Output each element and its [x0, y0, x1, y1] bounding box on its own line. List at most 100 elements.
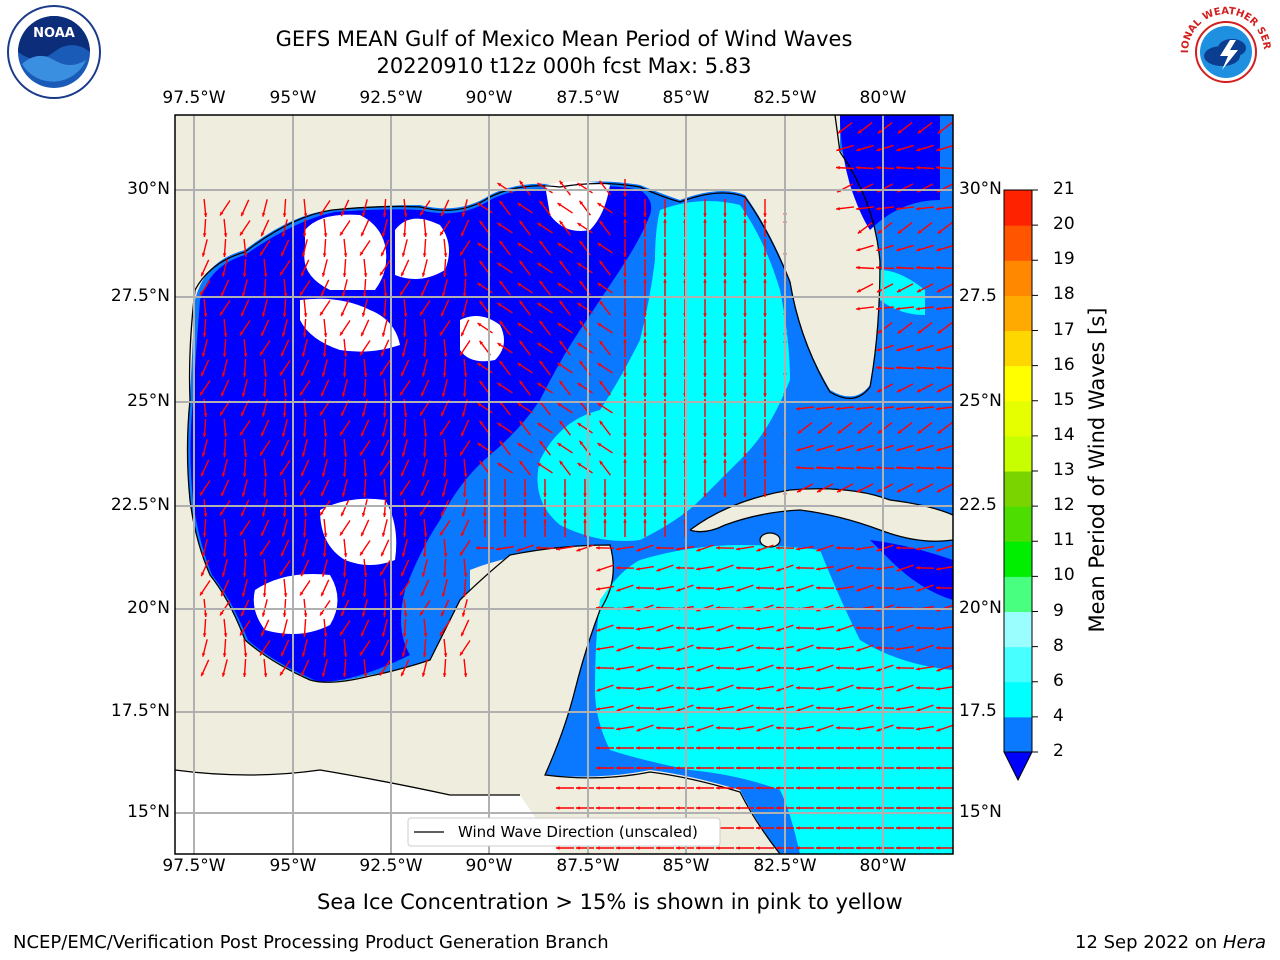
wind-arrow-head: [856, 465, 860, 470]
lat-label-right: 20°N: [959, 598, 1002, 618]
colorbar-tick-label: 11: [1053, 530, 1075, 551]
wind-arrow-head: [763, 273, 767, 277]
wind-arrow-head: [896, 165, 900, 170]
gridlines: [175, 115, 953, 854]
colorbar-segment: [1004, 506, 1032, 542]
wind-arrow-head: [817, 429, 822, 434]
wind-arrow-head: [240, 531, 244, 536]
wind-arrow-head: [499, 320, 504, 325]
wind-arrow-head: [763, 493, 767, 497]
wind-arrow-head: [856, 686, 860, 690]
wind-arrow-head: [201, 252, 206, 257]
wind-arrow-head: [643, 339, 647, 343]
wind-arrow-head: [243, 553, 248, 557]
wind-arrow-head: [616, 727, 620, 731]
wind-arrow-head: [462, 293, 467, 297]
lon-label-bottom: 90°W: [465, 856, 513, 876]
wind-arrow-head: [856, 247, 861, 252]
wind-arrow-head: [322, 253, 327, 257]
wind-arrow-head: [836, 587, 840, 591]
colorbar-tick-label: 20: [1053, 214, 1075, 235]
wind-arrow-head: [559, 220, 564, 225]
wind-arrow-head: [223, 333, 228, 337]
wind-arrow-head: [936, 806, 940, 810]
wind-arrow-head: [723, 339, 727, 343]
wind-arrow-head: [421, 672, 426, 677]
wind-arrow-head: [876, 846, 880, 850]
wind-arrow-head: [663, 313, 667, 317]
wind-arrow-head: [663, 279, 667, 283]
wind-arrow-head: [663, 459, 667, 463]
wind-arrow-head: [423, 433, 428, 437]
wind-arrow-head: [816, 668, 821, 672]
wind-arrow-head: [696, 627, 700, 631]
wind-arrow-head: [743, 493, 747, 497]
wind-arrow-head: [383, 493, 388, 497]
wind-arrow-head: [301, 652, 306, 657]
wind-arrow-head: [222, 653, 227, 657]
wind-arrow-head: [343, 353, 348, 357]
wind-arrow-head: [597, 323, 602, 327]
wind-arrow-head: [283, 393, 288, 397]
wind-arrow-head: [836, 746, 840, 750]
wind-arrow-head: [201, 652, 206, 657]
wind-arrow-head: [756, 786, 760, 790]
wind-arrow-head: [222, 453, 227, 457]
wind-arrow-head: [936, 147, 941, 152]
wind-arrow-head: [583, 513, 587, 517]
wind-arrow-head: [916, 347, 921, 352]
wind-arrow-head: [361, 332, 365, 337]
wind-arrow-head: [341, 412, 345, 417]
wind-arrow-head: [537, 223, 542, 227]
wind-arrow-head: [363, 273, 368, 277]
colorbar-segment: [1004, 295, 1032, 332]
wind-arrow-head: [876, 826, 880, 830]
wind-arrow-head: [723, 393, 727, 397]
wind-arrow-head: [676, 846, 680, 850]
wind-arrow-head: [936, 265, 940, 270]
lon-label-top: 92.5°W: [359, 88, 423, 108]
wind-arrow-head: [676, 708, 681, 712]
wind-arrow-head: [200, 491, 204, 496]
wind-arrow-head: [523, 519, 527, 523]
wind-arrow-head: [656, 746, 660, 750]
wind-arrow-head: [280, 271, 284, 276]
wind-arrow-head: [519, 380, 524, 385]
wind-arrow-head: [577, 263, 582, 267]
wind-arrow-head: [300, 491, 304, 496]
wind-arrow-head: [323, 433, 328, 437]
wind-arrow-head: [463, 273, 468, 277]
wind-arrow-head: [936, 247, 941, 252]
wind-arrow-head: [517, 203, 522, 207]
wind-arrow-head: [499, 440, 504, 445]
wind-arrow-head: [401, 272, 405, 277]
wind-arrow-head: [361, 412, 366, 417]
wind-arrow-head: [916, 147, 921, 152]
wind-arrow-head: [261, 632, 265, 637]
wind-arrow-head: [477, 283, 482, 287]
wind-arrow-head: [643, 213, 647, 217]
wind-arrow-head: [220, 311, 224, 316]
wind-arrow-head: [597, 283, 602, 287]
wind-arrow-head: [876, 465, 880, 470]
wind-arrow-head: [916, 708, 921, 712]
wind-arrow-head: [579, 440, 584, 445]
wind-arrow-head: [743, 453, 747, 457]
wind-arrow-head: [301, 572, 305, 577]
wind-arrow-head: [663, 333, 667, 337]
wind-arrow-head: [461, 632, 465, 637]
wind-arrow-head: [936, 347, 941, 352]
wind-arrow-head: [716, 688, 721, 692]
wind-arrow-head: [703, 213, 707, 217]
wind-arrow-head: [856, 746, 860, 750]
colorbar-segment: [1004, 365, 1032, 402]
wind-arrow-head: [261, 312, 266, 317]
wind-arrow-head: [200, 291, 204, 296]
wind-arrow-head: [260, 251, 264, 256]
wind-arrow-head: [361, 632, 365, 637]
wind-arrow-head: [440, 431, 444, 436]
wind-arrow-head: [936, 306, 940, 311]
wind-arrow-head: [656, 628, 661, 632]
wind-arrow-head: [917, 429, 922, 434]
wind-arrow-head: [539, 280, 544, 285]
